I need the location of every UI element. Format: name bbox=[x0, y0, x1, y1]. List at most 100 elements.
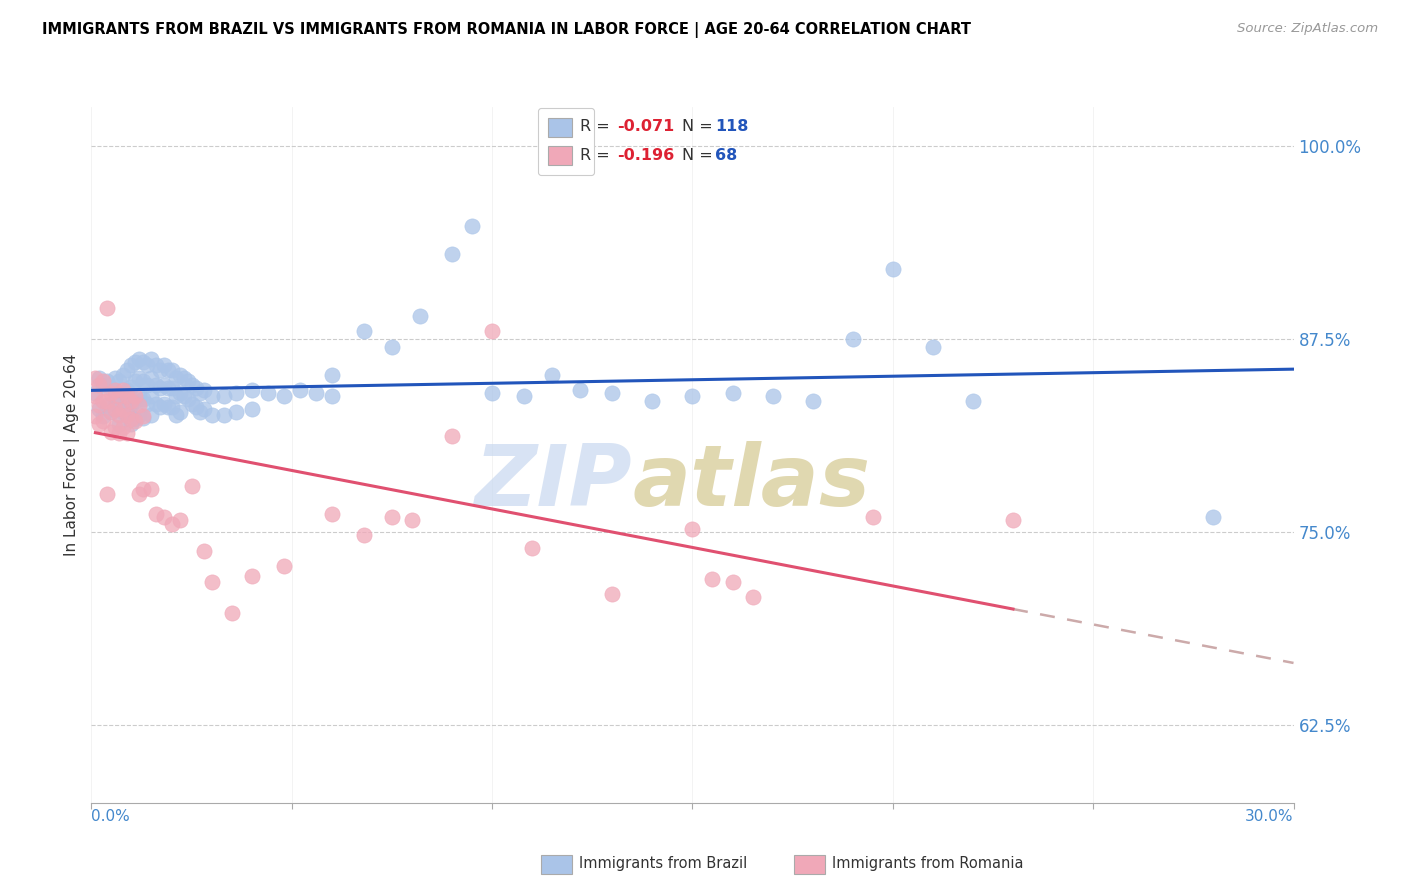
Text: R =: R = bbox=[581, 148, 616, 163]
Point bbox=[104, 370, 127, 384]
Point bbox=[141, 482, 163, 496]
Point bbox=[145, 397, 167, 411]
Text: Immigrants from Romania: Immigrants from Romania bbox=[832, 856, 1024, 871]
Point bbox=[141, 370, 163, 384]
Point bbox=[93, 374, 115, 388]
Point bbox=[117, 408, 139, 422]
Point bbox=[145, 378, 167, 392]
Point bbox=[160, 381, 183, 395]
Text: 118: 118 bbox=[716, 120, 748, 135]
Point bbox=[84, 370, 107, 384]
Point bbox=[381, 509, 404, 524]
Point bbox=[141, 352, 163, 367]
Point bbox=[176, 392, 198, 407]
Point bbox=[100, 386, 122, 401]
Point bbox=[160, 363, 183, 377]
Point bbox=[96, 374, 118, 388]
Point bbox=[84, 389, 107, 403]
Point bbox=[176, 374, 198, 388]
Point bbox=[108, 374, 131, 388]
Point bbox=[96, 301, 118, 315]
Point bbox=[104, 420, 127, 434]
Point bbox=[121, 399, 143, 413]
Point bbox=[128, 352, 150, 367]
Point bbox=[201, 408, 224, 422]
Point bbox=[160, 517, 183, 532]
Point bbox=[305, 386, 328, 401]
Text: ZIP: ZIP bbox=[475, 442, 633, 524]
Point bbox=[89, 370, 111, 384]
Point bbox=[321, 507, 343, 521]
Point bbox=[173, 370, 195, 384]
Point bbox=[89, 401, 111, 416]
Point bbox=[184, 381, 207, 395]
Text: atlas: atlas bbox=[633, 442, 870, 524]
Point bbox=[128, 389, 150, 403]
Point bbox=[273, 559, 295, 574]
Point bbox=[132, 355, 155, 369]
Point bbox=[212, 389, 235, 403]
Point bbox=[121, 417, 143, 431]
Point bbox=[513, 389, 536, 403]
Point bbox=[721, 386, 744, 401]
Point bbox=[721, 574, 744, 589]
Point bbox=[145, 358, 167, 372]
Point bbox=[240, 568, 263, 582]
Point bbox=[124, 412, 146, 426]
Text: -0.071: -0.071 bbox=[617, 120, 673, 135]
Point bbox=[93, 393, 115, 408]
Text: IMMIGRANTS FROM BRAZIL VS IMMIGRANTS FROM ROMANIA IN LABOR FORCE | AGE 20-64 COR: IMMIGRANTS FROM BRAZIL VS IMMIGRANTS FRO… bbox=[42, 22, 972, 38]
Point bbox=[132, 374, 155, 388]
Point bbox=[225, 404, 247, 418]
Point bbox=[180, 479, 202, 493]
Point bbox=[136, 378, 159, 392]
Point bbox=[108, 426, 131, 441]
Point bbox=[681, 389, 703, 403]
Point bbox=[180, 378, 202, 392]
Point bbox=[152, 397, 174, 411]
Point bbox=[169, 368, 191, 382]
Point bbox=[124, 414, 146, 428]
Point bbox=[148, 363, 170, 377]
Point bbox=[321, 368, 343, 382]
Point bbox=[112, 401, 135, 416]
Text: Source: ZipAtlas.com: Source: ZipAtlas.com bbox=[1237, 22, 1378, 36]
Point bbox=[121, 358, 143, 372]
Point bbox=[165, 389, 187, 403]
Point bbox=[180, 397, 202, 411]
Point bbox=[381, 340, 404, 354]
Point bbox=[440, 429, 463, 443]
Y-axis label: In Labor Force | Age 20-64: In Labor Force | Age 20-64 bbox=[65, 354, 80, 556]
Point bbox=[641, 393, 664, 408]
Point bbox=[169, 386, 191, 401]
Point bbox=[117, 389, 139, 403]
Point bbox=[184, 400, 207, 414]
Point bbox=[862, 509, 884, 524]
Point bbox=[112, 404, 135, 418]
Point bbox=[1202, 509, 1225, 524]
Point bbox=[240, 401, 263, 416]
Point bbox=[117, 401, 139, 416]
Point bbox=[225, 386, 247, 401]
Point bbox=[145, 507, 167, 521]
Point bbox=[481, 324, 503, 338]
Point bbox=[409, 309, 432, 323]
Point bbox=[121, 412, 143, 426]
Point bbox=[89, 399, 111, 413]
Point bbox=[136, 397, 159, 411]
Point bbox=[188, 386, 211, 401]
Text: 68: 68 bbox=[716, 148, 738, 163]
Point bbox=[104, 383, 127, 397]
Point bbox=[112, 420, 135, 434]
Point bbox=[84, 409, 107, 424]
Point bbox=[321, 389, 343, 403]
Point bbox=[962, 393, 984, 408]
Point bbox=[401, 513, 423, 527]
Point bbox=[112, 386, 135, 401]
Point bbox=[93, 409, 115, 424]
Point bbox=[353, 324, 375, 338]
Point bbox=[762, 389, 785, 403]
Point bbox=[100, 404, 122, 418]
Point bbox=[193, 383, 215, 397]
Point bbox=[117, 383, 139, 397]
